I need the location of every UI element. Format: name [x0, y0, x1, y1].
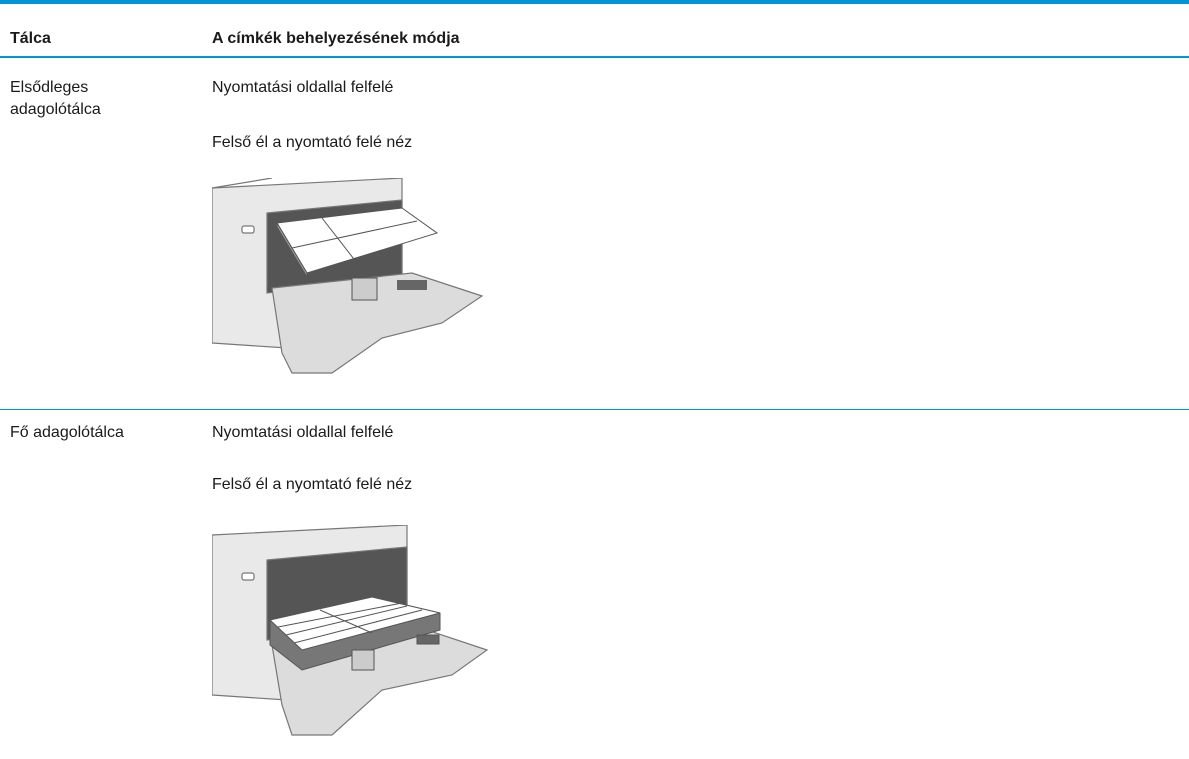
- tray-name: Fő adagolótálca: [10, 424, 124, 441]
- instruction: Nyomtatási oldallal felfelé: [212, 424, 394, 441]
- header-rule: [0, 56, 1189, 58]
- printer-illustration: [212, 525, 489, 736]
- printer-illustration: [212, 178, 484, 374]
- top-rule: [0, 0, 1189, 4]
- instruction: Nyomtatási oldallal felfelé: [212, 79, 394, 96]
- header-cell: Tálca: [10, 30, 51, 47]
- row-rule: [0, 409, 1189, 410]
- header-cell: A címkék behelyezésének módja: [212, 30, 460, 47]
- instruction: Felső él a nyomtató felé néz: [212, 134, 413, 151]
- instruction: Felső él a nyomtató felé néz: [212, 476, 413, 493]
- tray-name: Elsődleges adagolótálca: [10, 79, 101, 118]
